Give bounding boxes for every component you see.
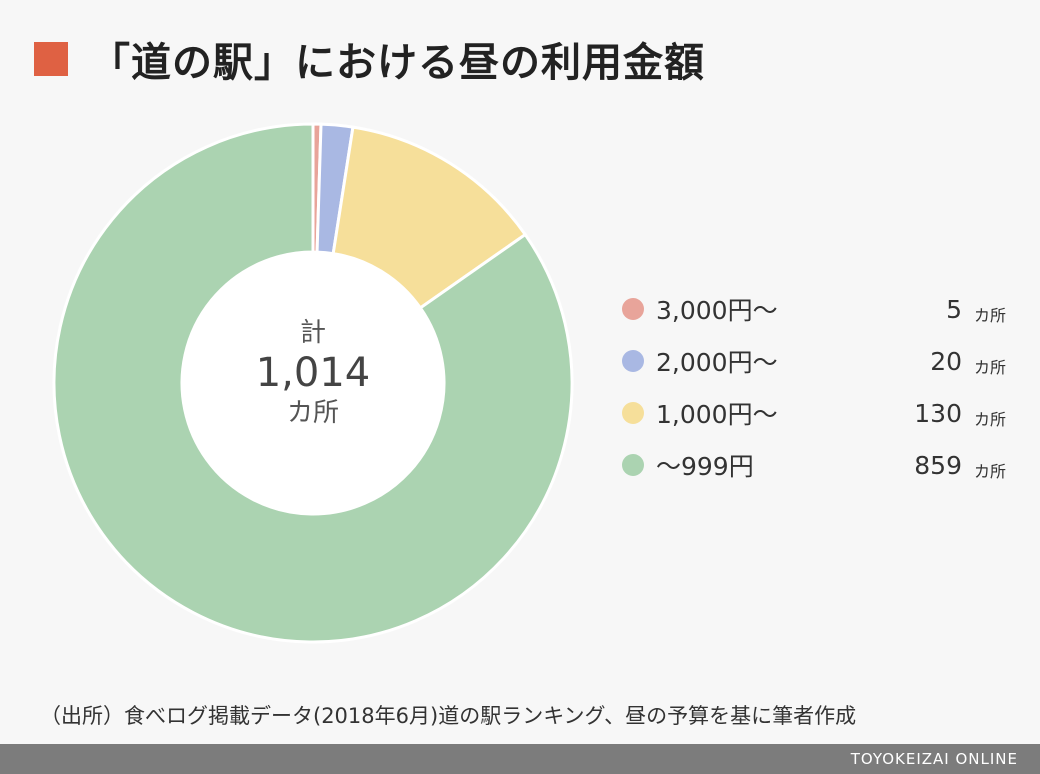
- center-total-unit: カ所: [286, 398, 339, 428]
- legend: 3,000円〜 5 カ所 2,000円〜 20 カ所 1,000円〜 130 カ…: [622, 283, 1006, 491]
- legend-item: 3,000円〜 5 カ所: [622, 283, 1006, 335]
- chart-title: 「道の駅」における昼の利用金額: [90, 40, 705, 86]
- footer-bar: TOYOKEIZAI ONLINE: [0, 744, 1040, 774]
- legend-value: 20: [930, 346, 962, 376]
- legend-marker: [622, 350, 644, 372]
- legend-value: 130: [914, 398, 962, 428]
- center-total-value: 1,014: [255, 350, 371, 396]
- legend-item: 1,000円〜 130 カ所: [622, 387, 1006, 439]
- legend-marker: [622, 402, 644, 424]
- donut-center-label: 計 1,014 カ所: [213, 318, 413, 428]
- title-row: 「道の駅」における昼の利用金額: [34, 30, 705, 88]
- footer-brand: TOYOKEIZAI ONLINE: [850, 750, 1018, 768]
- legend-label: 〜999円: [656, 452, 754, 481]
- legend-label: 1,000円〜: [656, 400, 778, 429]
- legend-marker: [622, 298, 644, 320]
- title-marker: [34, 42, 68, 76]
- legend-marker: [622, 454, 644, 476]
- donut-hole: [182, 252, 444, 514]
- legend-unit: カ所: [973, 462, 1006, 481]
- source-note: （出所）食べログ掲載データ(2018年6月)道の駅ランキング、昼の予算を基に筆者…: [40, 704, 857, 728]
- legend-value: 859: [914, 450, 962, 480]
- legend-unit: カ所: [973, 306, 1006, 325]
- legend-label: 2,000円〜: [656, 348, 778, 377]
- legend-item: 2,000円〜 20 カ所: [622, 335, 1006, 387]
- legend-value: 5: [946, 294, 962, 324]
- center-total-caption: 計: [299, 318, 326, 348]
- legend-unit: カ所: [973, 358, 1006, 377]
- legend-unit: カ所: [973, 410, 1006, 429]
- legend-label: 3,000円〜: [656, 296, 778, 325]
- donut-chart: [52, 122, 574, 644]
- legend-item: 〜999円 859 カ所: [622, 439, 1006, 491]
